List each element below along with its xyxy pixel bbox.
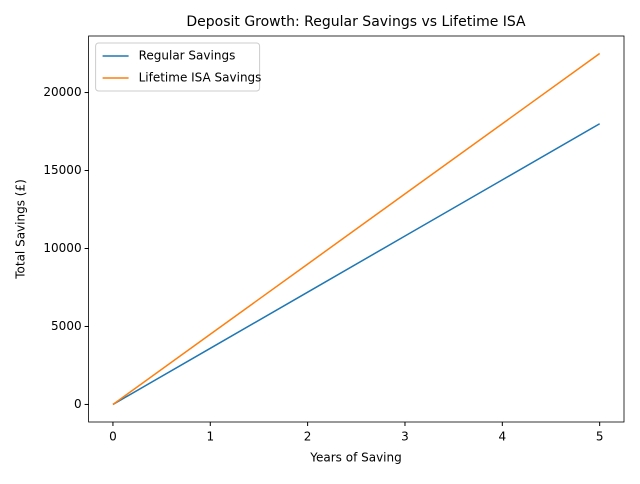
x-tick-label: 2	[304, 430, 312, 444]
legend	[95, 42, 261, 92]
y-tick-label: 5000	[51, 319, 82, 333]
x-axis-label: Years of Saving	[309, 451, 401, 465]
line	[112, 52, 601, 406]
x-tick-label: 4	[498, 430, 506, 444]
y-tick-label: 20000	[43, 85, 81, 99]
y-tick-label: 0	[74, 397, 82, 411]
x-tick-label: 0	[109, 430, 117, 444]
legend-label: Regular Savings	[139, 49, 236, 63]
chart-title: Deposit Growth: Regular Savings vs Lifet…	[186, 14, 526, 30]
x-tick-label: 1	[206, 430, 214, 444]
legend-label: Lifetime ISA Savings	[139, 71, 262, 85]
axes-frame	[88, 35, 625, 423]
y-axis-label: Total Savings (£)	[14, 179, 28, 280]
x-tick-label: 3	[401, 430, 409, 444]
x-tick-label: 5	[596, 430, 604, 444]
y-tick-label: 10000	[43, 241, 81, 255]
y-tick-label: 15000	[43, 163, 81, 177]
line	[112, 123, 601, 406]
